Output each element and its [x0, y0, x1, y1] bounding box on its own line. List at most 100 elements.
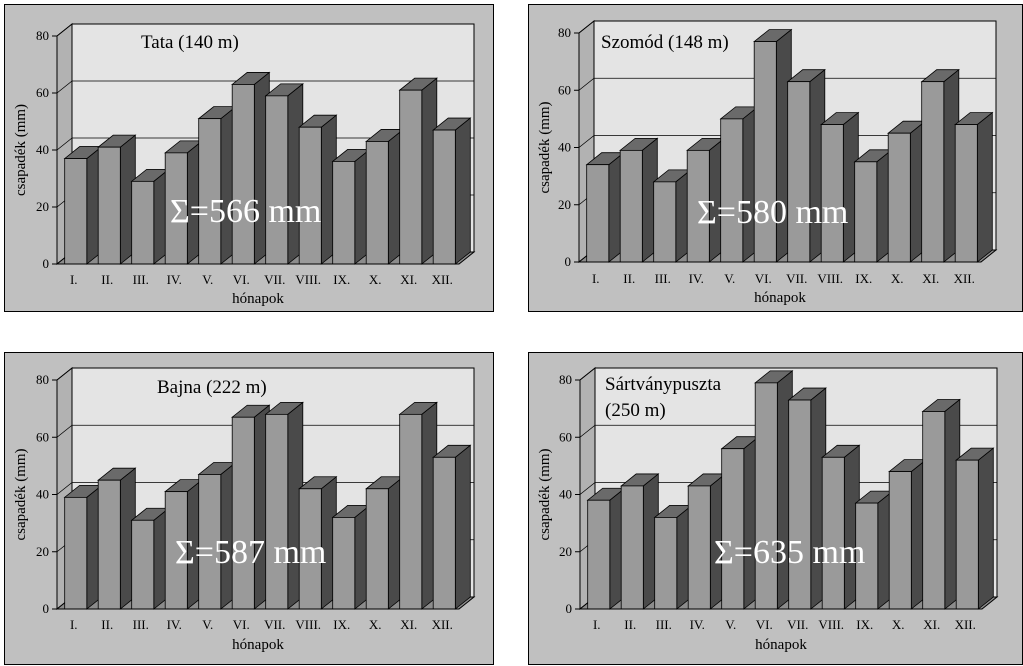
bar — [432, 117, 472, 265]
y-tick-label: 40 — [559, 487, 572, 502]
gridline-side — [578, 135, 595, 148]
y-tick-label: 80 — [558, 25, 571, 40]
total-annotation: Σ=635 mm — [714, 534, 865, 571]
chart-svg: 0 20 40 60 80 I. II. III. IV. V. VI. VII. VIII. IX. X.… — [537, 19, 998, 306]
x-tick-label: VII. — [264, 272, 285, 287]
x-tick-label: XI. — [923, 617, 940, 632]
bar — [920, 68, 960, 263]
y-tick-label: 0 — [566, 601, 573, 616]
x-tick-label: VII. — [786, 271, 807, 286]
gridline-side — [579, 424, 596, 438]
gridline-side — [579, 482, 596, 495]
y-axis-label: csapadék (mm) — [537, 101, 553, 193]
x-tick-label: XI. — [400, 272, 417, 287]
bar — [231, 404, 271, 610]
total-annotation: Σ=580 mm — [697, 194, 848, 231]
bar-front — [399, 413, 423, 610]
chart-panel-bajna: 0 20 40 60 80 I. II. III. IV. V. VI. VII. VIII. IX. X.… — [4, 352, 494, 665]
y-tick-label: 40 — [36, 487, 49, 502]
bar-front — [399, 89, 423, 265]
y-tick-label: 40 — [558, 140, 571, 155]
bar-front — [954, 124, 978, 263]
x-tick-label: XII. — [432, 272, 453, 287]
gridline-side — [56, 482, 73, 495]
bar-front — [587, 499, 611, 610]
chart-panel-sartvanypuszta: 0 20 40 60 80 I. II. III. IV. V. VI. VII. VIII. IX. X.… — [528, 352, 1023, 665]
bar — [853, 148, 893, 263]
bar — [954, 111, 994, 263]
y-tick-label: 0 — [43, 601, 50, 616]
x-tick-label: II. — [101, 617, 113, 632]
bar — [365, 128, 405, 265]
bar-front — [64, 496, 88, 610]
x-tick-label: II. — [101, 272, 113, 287]
bar — [365, 475, 405, 610]
bar — [432, 444, 472, 610]
bar-front — [332, 516, 356, 610]
x-tick-label: VIII. — [817, 271, 843, 286]
x-tick-label: IV. — [167, 617, 182, 632]
x-tick-label: IX. — [855, 271, 872, 286]
x-tick-label: IX. — [856, 617, 873, 632]
bar-front — [788, 399, 812, 610]
bar — [787, 387, 827, 610]
bar — [264, 401, 304, 610]
chart-title: Sártványpuszta — [605, 374, 722, 395]
bar — [264, 83, 304, 265]
bar-front — [586, 164, 610, 263]
chart-panel-szomod: 0 20 40 60 80 I. II. III. IV. V. VI. VII. VIII. IX. X.… — [528, 4, 1023, 312]
x-tick-label: XI. — [922, 271, 939, 286]
y-axis-label: csapadék (mm) — [537, 448, 553, 540]
x-tick-label: IV. — [689, 271, 704, 286]
bar-front — [888, 471, 912, 610]
bar-front — [720, 118, 744, 263]
x-tick-label: II. — [623, 271, 635, 286]
bar-front — [265, 95, 289, 265]
bar-front — [620, 485, 644, 610]
bar-front — [332, 160, 356, 265]
bar-front — [432, 129, 456, 265]
gridline-side — [579, 367, 596, 381]
y-tick-label: 0 — [565, 254, 572, 269]
y-tick-label: 40 — [36, 142, 49, 157]
bar-front — [754, 382, 778, 610]
bar — [887, 120, 927, 263]
x-tick-label: VI. — [233, 617, 250, 632]
x-tick-label: X. — [369, 272, 382, 287]
bar-front — [365, 141, 389, 265]
bar — [888, 458, 928, 610]
bar-front — [687, 485, 711, 610]
x-tick-label: IV. — [690, 617, 705, 632]
bar-front — [231, 416, 255, 610]
bar — [63, 145, 103, 265]
x-tick-label: X. — [369, 617, 382, 632]
bar — [653, 504, 693, 610]
bar — [298, 114, 338, 265]
bar-front — [265, 413, 289, 610]
bar — [620, 473, 660, 610]
bar — [331, 504, 371, 610]
y-tick-label: 0 — [43, 256, 50, 271]
gridline-side — [56, 424, 73, 438]
bar — [63, 484, 103, 610]
bar-front — [97, 146, 121, 265]
total-annotation: Σ=566 mm — [170, 193, 321, 230]
bar-side — [454, 444, 471, 610]
bar-front — [921, 81, 945, 263]
y-tick-label: 20 — [559, 544, 572, 559]
chart-svg: 0 20 40 60 80 I. II. III. IV. V. VI. VII. VIII. IX. X.… — [13, 366, 476, 653]
gridline-side — [56, 137, 73, 151]
gridline-side — [56, 367, 73, 381]
x-tick-label: IX. — [333, 272, 350, 287]
bar-front — [619, 149, 643, 263]
x-tick-label: X. — [892, 617, 905, 632]
x-tick-label: VIII. — [295, 272, 321, 287]
chart-title: Tata (140 m) — [141, 32, 239, 53]
bar — [130, 507, 170, 610]
gridline-side — [56, 80, 73, 94]
bar — [586, 487, 626, 610]
x-tick-label: XI. — [400, 617, 417, 632]
x-tick-label: III. — [133, 272, 149, 287]
x-tick-label: VIII. — [818, 617, 844, 632]
bar-front — [64, 158, 88, 265]
